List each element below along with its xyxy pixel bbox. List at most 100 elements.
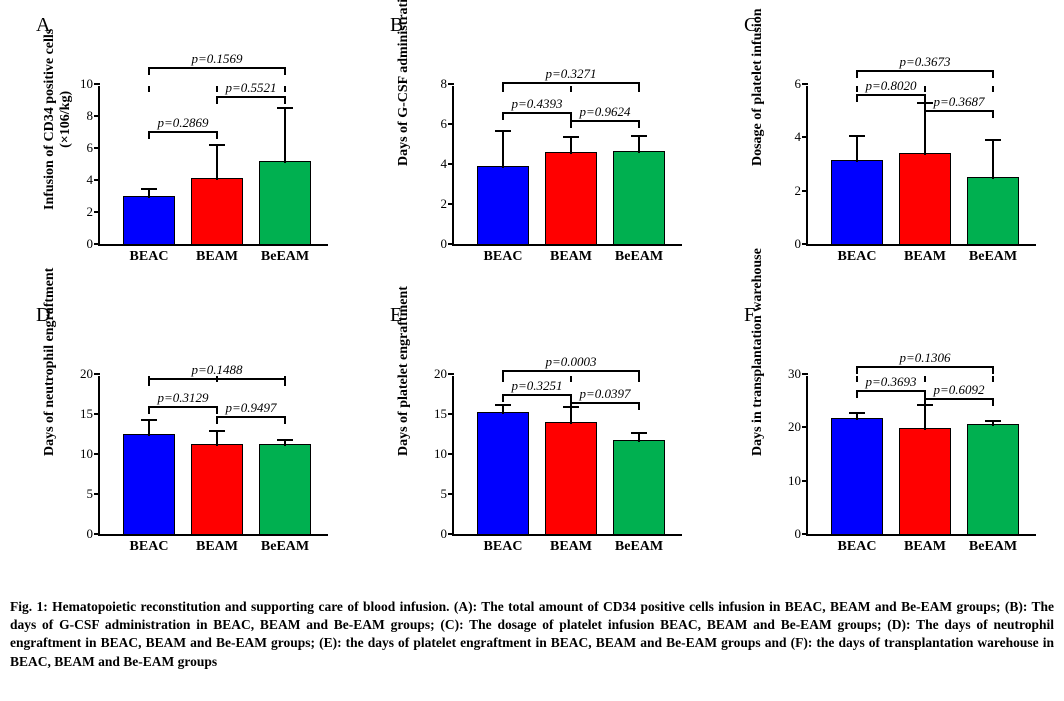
sig-bracket [503,112,571,114]
sig-bracket-tick [148,406,150,414]
xtick-label: BEAC [838,244,877,265]
y-axis-label: Days of G-CSF administration [396,0,412,166]
sig-pvalue: p=0.3271 [545,66,596,82]
sig-bracket-tick [284,416,286,424]
error-cap [277,439,293,441]
sig-bracket-tick [638,120,640,128]
panel-F: FDays in transplantation warehouse010203… [718,300,1054,580]
sig-bracket [925,398,993,400]
sig-pvalue: p=0.1488 [191,362,242,378]
xtick-label: BEAM [904,244,946,265]
sig-bracket-tick [284,67,286,75]
ytick-label: 20 [80,366,100,382]
sig-bracket [149,67,285,69]
sig-bracket-tick [924,390,926,398]
figure-caption: Fig. 1: Hematopoietic reconstitution and… [10,598,1054,671]
xtick-mark [924,86,926,92]
sig-pvalue: p=0.9624 [579,104,630,120]
ytick-label: 20 [434,366,454,382]
y-axis-label: Days in transplantation warehouse [750,248,766,456]
panel-D: DDays of neutrophil engraftment05101520B… [10,300,346,580]
ytick-label: 20 [788,419,808,435]
error-cap [849,135,865,137]
sig-bracket [503,394,571,396]
ytick-label: 4 [441,156,455,172]
sig-bracket-tick [216,96,218,104]
sig-bracket-tick [148,378,150,386]
xtick-label: BEAC [130,534,169,555]
ytick-label: 6 [441,116,455,132]
sig-pvalue: p=0.3687 [933,94,984,110]
sig-pvalue: p=0.0003 [545,354,596,370]
bar-BeEAM [613,151,665,244]
xtick-label: BeEAM [261,534,309,555]
ytick-label: 2 [87,204,101,220]
ytick-label: 6 [87,140,101,156]
panel-A: AInfusion of CD34 positive cells(×106/kg… [10,10,346,290]
panel-E: EDays of platelet engraftment05101520BEA… [364,300,700,580]
xtick-label: BeEAM [261,244,309,265]
ytick-label: 0 [795,236,809,252]
bar-BEAC [123,434,175,534]
sig-bracket-tick [502,112,504,120]
sig-bracket-tick [992,366,994,374]
ytick-label: 6 [795,76,809,92]
error-bar [216,430,218,446]
sig-bracket-tick [638,370,640,378]
error-bar [856,135,858,162]
error-cap [277,107,293,109]
ytick-label: 0 [87,526,101,542]
bar-BEAC [831,160,883,244]
sig-bracket-tick [502,82,504,90]
xtick-label: BeEAM [615,244,663,265]
ytick-label: 30 [788,366,808,382]
error-cap [495,130,511,132]
plot-area: 0246810BEACBEAMBeEAMp=0.2869p=0.5521p=0.… [98,86,328,246]
xtick-mark [284,86,286,92]
sig-pvalue: p=0.1306 [899,350,950,366]
ytick-label: 2 [441,196,455,212]
bar-BEAM [191,178,243,244]
ytick-label: 10 [80,446,100,462]
error-cap [495,404,511,406]
error-bar [924,404,926,431]
ytick-label: 15 [434,406,454,422]
ytick-label: 0 [795,526,809,542]
bar-BEAM [545,152,597,244]
sig-bracket-tick [856,94,858,102]
sig-bracket-tick [284,96,286,104]
y-axis-label: Days of neutrophil engraftment [42,268,58,456]
xtick-label: BeEAM [969,534,1017,555]
error-cap [209,144,225,146]
sig-bracket-tick [992,110,994,118]
error-cap [209,430,225,432]
sig-pvalue: p=0.3673 [899,54,950,70]
sig-bracket-tick [502,370,504,378]
sig-bracket-tick [216,416,218,424]
plot-area: 05101520BEACBEAMBeEAMp=0.3129p=0.9497p=0… [98,376,328,536]
error-cap [141,188,157,190]
sig-pvalue: p=0.4393 [511,96,562,112]
xtick-label: BEAM [196,244,238,265]
sig-pvalue: p=0.3129 [157,390,208,406]
sig-pvalue: p=0.0397 [579,386,630,402]
y-axis-label: Dosage of platelet infusion [750,9,766,167]
bar-BEAM [899,428,951,534]
ytick-label: 15 [80,406,100,422]
ytick-label: 4 [87,172,101,188]
plot-area: 0246BEACBEAMBeEAMp=0.8020p=0.3687p=0.367… [806,86,1036,246]
xtick-label: BEAM [550,244,592,265]
ytick-label: 0 [87,236,101,252]
sig-bracket-tick [856,70,858,78]
sig-bracket-tick [148,131,150,139]
sig-bracket-tick [924,110,926,118]
bar-BEAM [191,444,243,534]
error-bar [148,419,150,436]
sig-bracket [149,378,285,380]
sig-bracket-tick [924,398,926,406]
error-cap [631,432,647,434]
panel-C: CDosage of platelet infusion0246BEACBEAM… [718,10,1054,290]
xtick-label: BEAM [904,534,946,555]
sig-bracket-tick [638,82,640,90]
bar-BeEAM [259,161,311,244]
